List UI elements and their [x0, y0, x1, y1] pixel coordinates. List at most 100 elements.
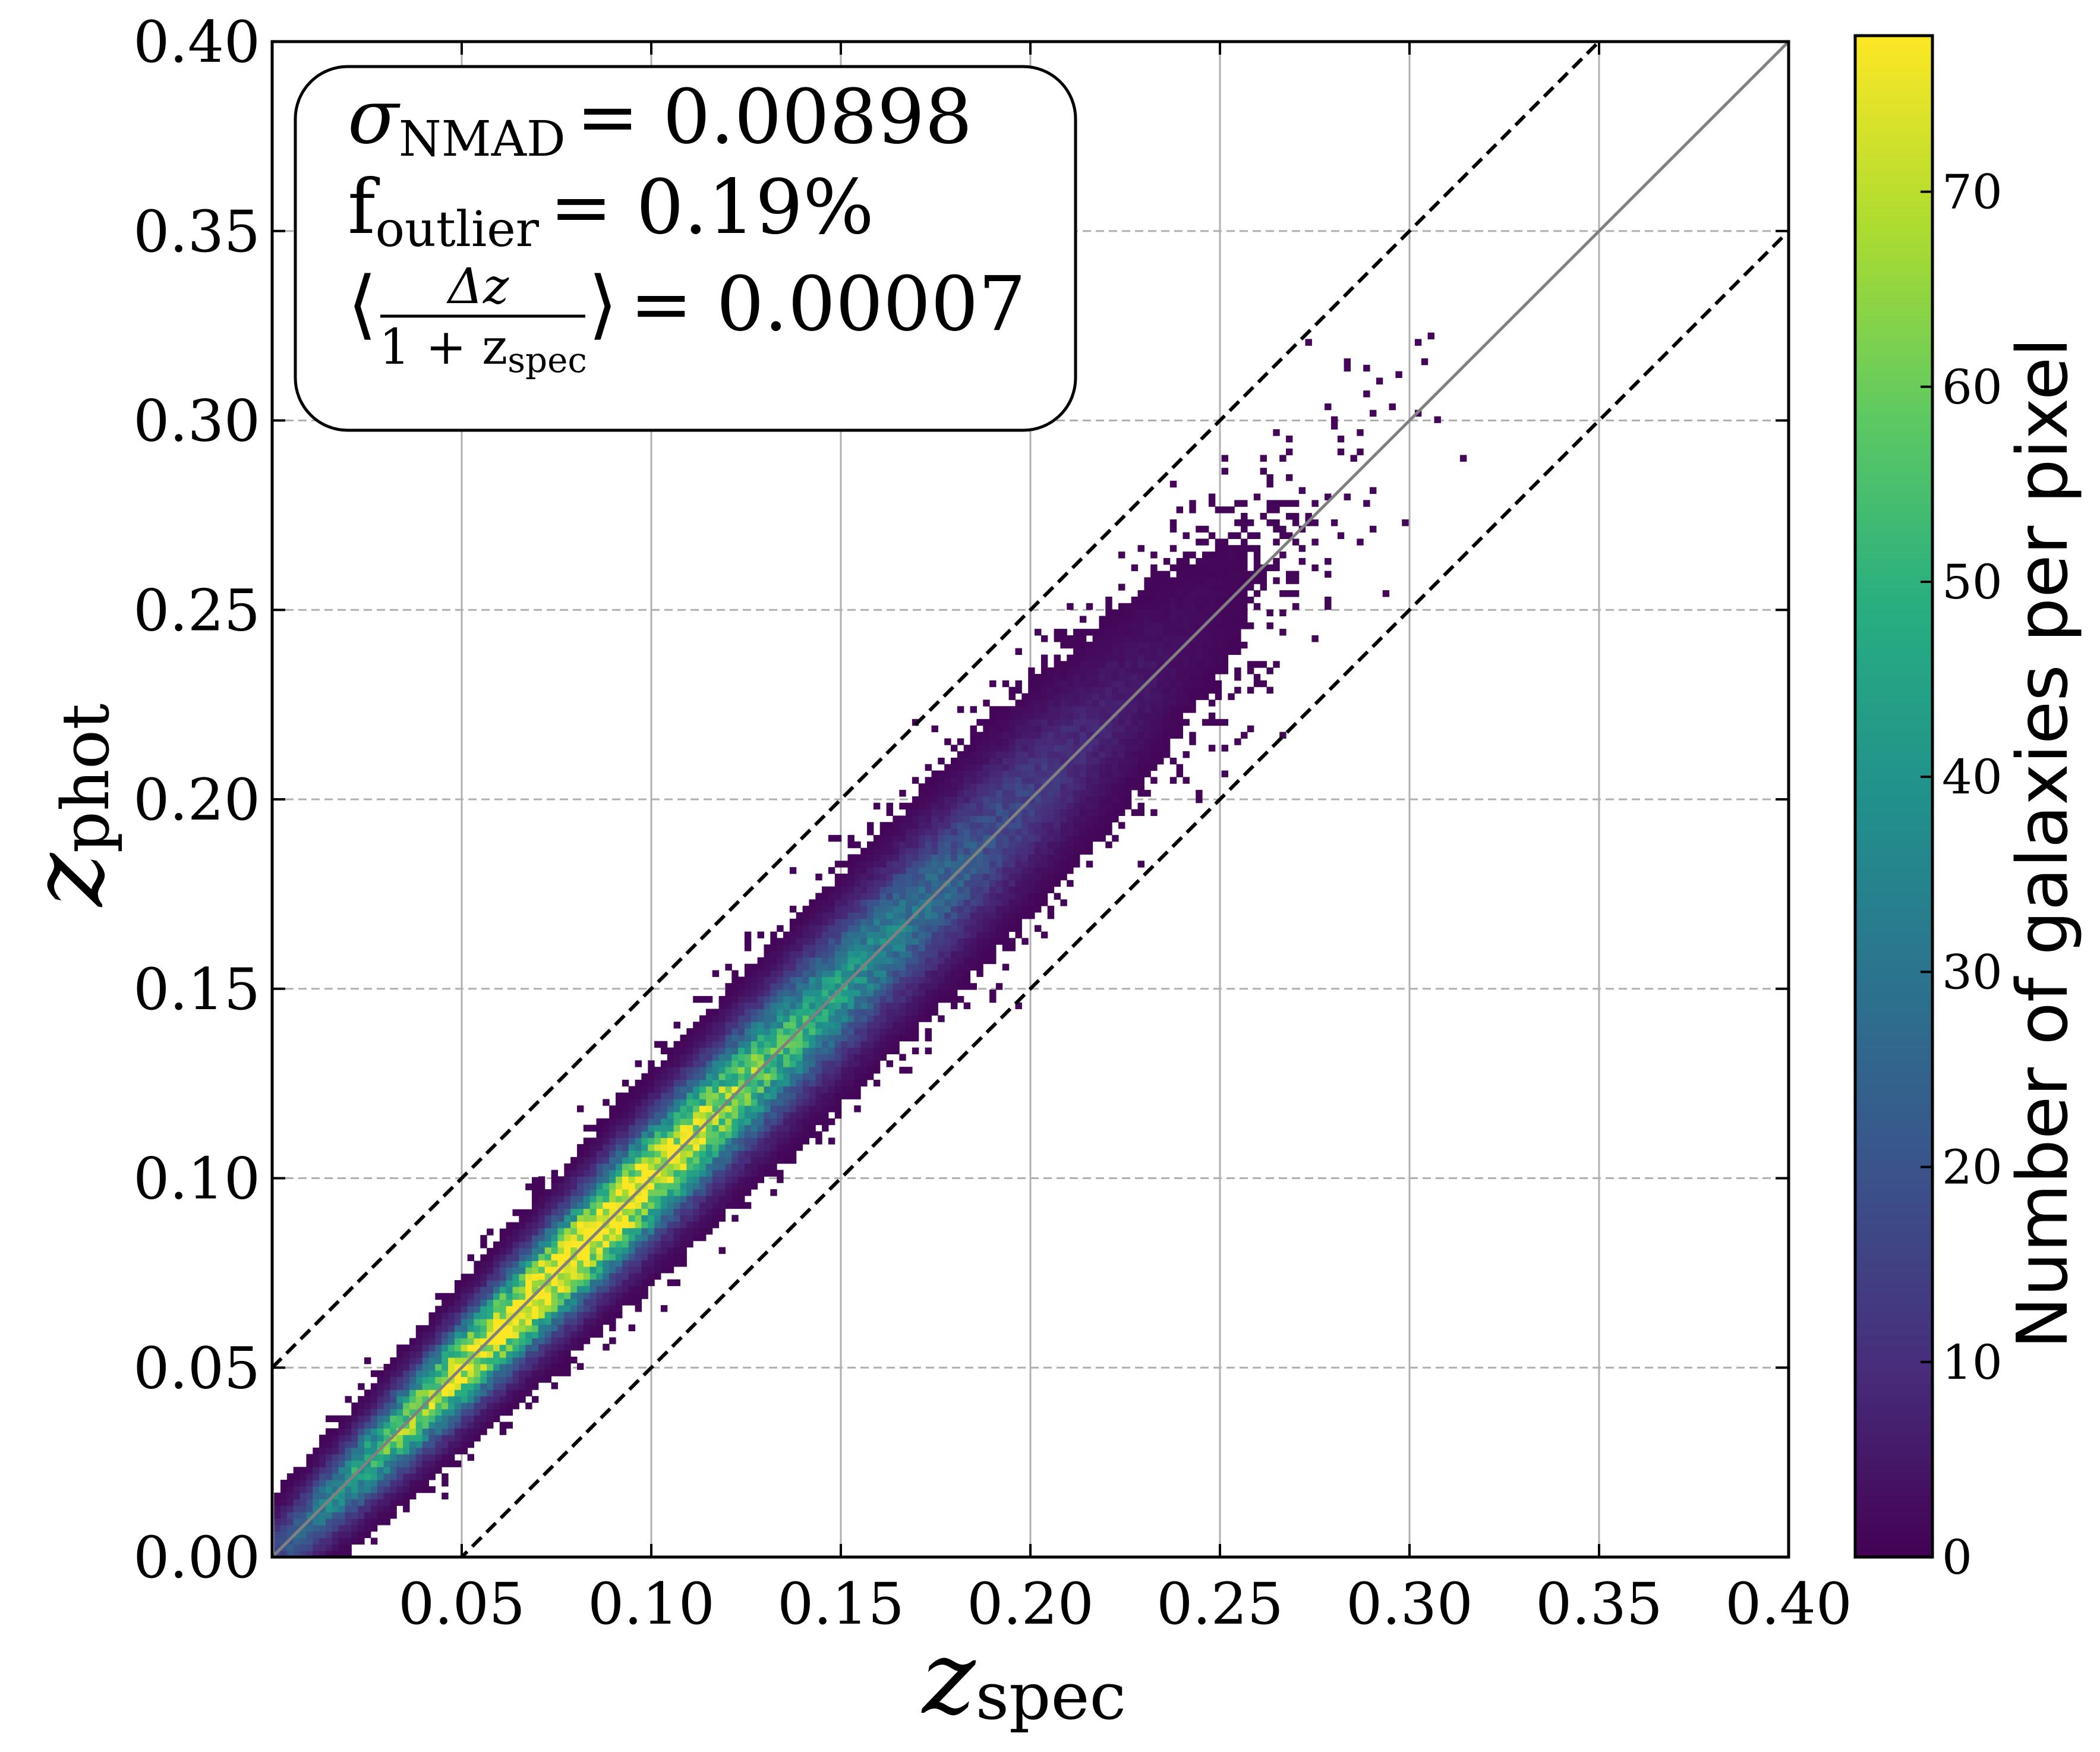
heatmap-cell — [629, 1105, 635, 1112]
heatmap-cell — [1093, 758, 1099, 764]
heatmap-cell — [1080, 758, 1086, 764]
heatmap-cell — [777, 1170, 783, 1177]
heatmap-cell — [854, 1060, 860, 1067]
heatmap-cell — [725, 1112, 731, 1118]
heatmap-cell — [532, 1241, 538, 1248]
heatmap-cell — [506, 1396, 513, 1403]
heatmap-cell — [906, 848, 912, 855]
heatmap-cell — [461, 1422, 468, 1428]
heatmap-cell — [912, 932, 919, 938]
heatmap-cell — [442, 1473, 448, 1480]
heatmap-cell — [584, 1305, 590, 1312]
heatmap-cell — [641, 1080, 648, 1086]
heatmap-cell — [519, 1383, 525, 1389]
heatmap-cell — [1209, 552, 1215, 558]
heatmap-cell — [1247, 726, 1254, 732]
heatmap-cell — [603, 1132, 609, 1138]
heatmap-cell — [1131, 661, 1138, 667]
heatmap-cell — [770, 983, 777, 990]
heatmap-cell — [848, 990, 854, 996]
heatmap-cell — [983, 874, 989, 880]
heatmap-cell — [326, 1460, 332, 1467]
heatmap-cell — [1080, 661, 1086, 667]
heatmap-cell — [1002, 745, 1009, 751]
heatmap-cell — [764, 1080, 771, 1086]
heatmap-cell — [1067, 726, 1073, 732]
heatmap-cell — [577, 1325, 584, 1331]
heatmap-cell — [1138, 790, 1144, 796]
heatmap-cell — [712, 1060, 719, 1067]
heatmap-cell — [1157, 603, 1163, 610]
heatmap-cell — [1228, 642, 1234, 648]
heatmap-cell — [796, 964, 803, 970]
heatmap-cell — [803, 1048, 809, 1054]
heatmap-cell — [1273, 661, 1279, 667]
heatmap-cell — [751, 1015, 758, 1022]
heatmap-cell — [616, 1266, 622, 1273]
heatmap-cell — [1118, 655, 1125, 661]
heatmap-cell — [783, 1080, 790, 1086]
heatmap-cell — [1048, 732, 1054, 739]
heatmap-cell — [455, 1338, 461, 1345]
heatmap-cell — [1144, 577, 1150, 584]
heatmap-cell — [880, 842, 887, 848]
heatmap-cell — [809, 1048, 815, 1054]
heatmap-cell — [564, 1305, 570, 1312]
heatmap-cell — [319, 1467, 326, 1473]
heatmap-cell — [525, 1344, 532, 1351]
heatmap-cell — [951, 970, 957, 977]
heatmap-cell — [828, 1067, 835, 1073]
heatmap-cell — [686, 1125, 693, 1132]
heatmap-cell — [1189, 687, 1196, 694]
heatmap-cell — [500, 1293, 506, 1300]
heatmap-cell — [1086, 719, 1093, 726]
heatmap-cell — [1021, 835, 1028, 842]
heatmap-cell — [1009, 848, 1016, 855]
heatmap-cell — [545, 1369, 551, 1376]
heatmap-cell — [899, 976, 906, 983]
heatmap-cell — [899, 1035, 906, 1041]
heatmap-cell — [976, 815, 983, 822]
heatmap-cell — [680, 1105, 687, 1112]
heatmap-cell — [384, 1512, 390, 1518]
heatmap-cell — [919, 932, 925, 938]
heatmap-cell — [822, 932, 828, 938]
heatmap-cell — [564, 1286, 570, 1293]
heatmap-cell — [461, 1377, 468, 1384]
heatmap-cell — [597, 1325, 603, 1331]
heatmap-cell — [957, 899, 964, 906]
heatmap-cell — [1163, 745, 1170, 751]
heatmap-cell — [1125, 783, 1131, 790]
heatmap-cell — [667, 1112, 674, 1118]
heatmap-cell — [641, 1209, 648, 1215]
heatmap-cell — [957, 835, 964, 842]
heatmap-cell — [1060, 629, 1067, 635]
heatmap-cell — [358, 1493, 364, 1499]
heatmap-cell — [500, 1267, 506, 1274]
heatmap-cell — [1016, 790, 1022, 796]
heatmap-cell — [513, 1241, 519, 1248]
heatmap-cell — [860, 867, 867, 874]
heatmap-cell — [738, 1041, 745, 1048]
heatmap-cell — [1241, 538, 1247, 545]
heatmap-cell — [1093, 738, 1099, 745]
heatmap-cell — [686, 1183, 693, 1189]
heatmap-cell — [396, 1383, 403, 1389]
heatmap-cell — [854, 925, 860, 932]
heatmap-cell — [1215, 558, 1222, 565]
heatmap-cell — [1177, 597, 1183, 603]
heatmap-cell — [996, 848, 1002, 855]
heatmap-cell — [983, 738, 989, 745]
heatmap-cell — [300, 1499, 307, 1506]
heatmap-cell — [661, 1080, 667, 1086]
heatmap-cell — [1035, 713, 1041, 719]
heatmap-cell — [680, 1221, 687, 1228]
heatmap-cell — [932, 790, 938, 796]
heatmap-cell — [957, 925, 964, 932]
heatmap-cell — [448, 1332, 455, 1338]
heatmap-cell — [699, 1060, 706, 1067]
heatmap-cell — [1292, 603, 1299, 610]
heatmap-cell — [1112, 687, 1118, 694]
heatmap-cell — [1016, 783, 1022, 790]
heatmap-cell — [841, 1067, 848, 1073]
